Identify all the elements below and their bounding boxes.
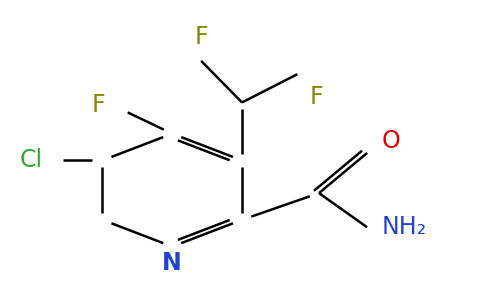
Text: O: O xyxy=(381,129,400,153)
Text: Cl: Cl xyxy=(19,148,42,172)
Text: F: F xyxy=(309,85,323,109)
Text: F: F xyxy=(91,93,105,117)
Text: F: F xyxy=(194,25,208,49)
Text: N: N xyxy=(162,251,182,275)
Text: NH₂: NH₂ xyxy=(381,215,427,239)
